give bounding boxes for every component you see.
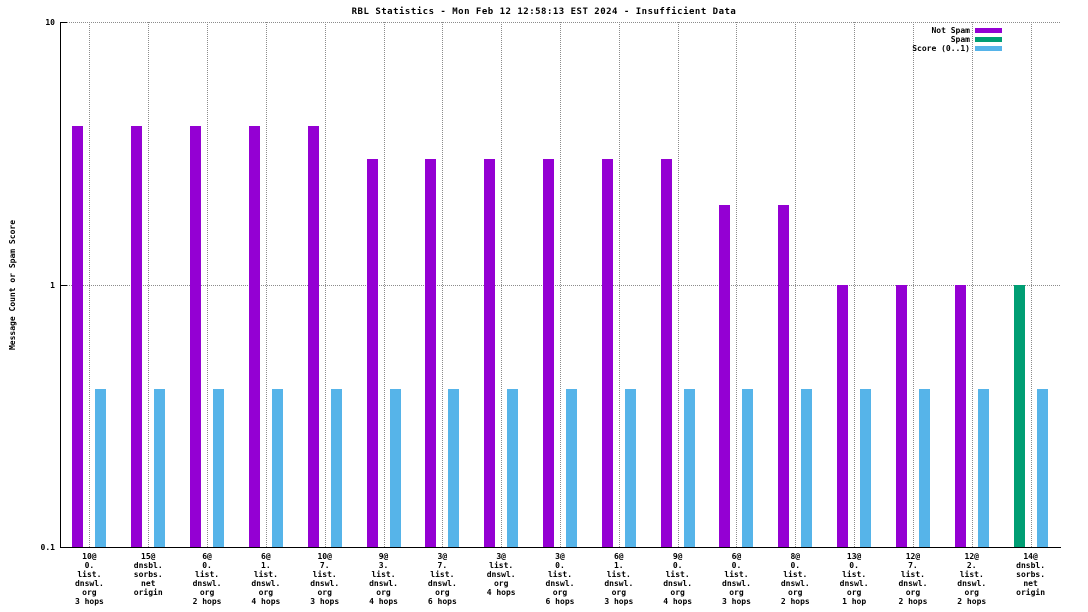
bar-not-spam [895,284,907,547]
bar-score [330,388,342,547]
x-axis-label: 3@ list. dnswl. org 4 hops [486,552,516,597]
x-axis-label: 10@ 0. list. dnswl. org 3 hops [74,552,104,606]
bar-not-spam [425,159,437,547]
x-axis-label: 6@ 1. list. dnswl. org 4 hops [251,552,281,606]
bar-score [389,388,401,547]
bar-not-spam [248,126,260,547]
bar-spam [1013,284,1025,547]
bar-score [566,388,577,547]
legend-swatch [975,37,1002,42]
bar-score [977,388,989,547]
y-tick-mark [61,284,67,286]
x-axis-label: 6@ 0. list. dnswl. org 2 hops [192,552,222,606]
bar-not-spam [719,205,731,547]
bar-score [271,388,283,547]
bar-score [448,388,460,547]
bar-not-spam [484,159,496,547]
bar-not-spam [131,126,143,547]
x-axis-line [60,547,1061,548]
y-tick-label: 10 [45,18,55,27]
bar-not-spam [837,284,849,547]
bar-score [1036,388,1048,547]
chart-title: RBL Statistics - Mon Feb 12 12:58:13 EST… [351,7,737,17]
bar-not-spam [601,159,613,547]
y-tick-label: 0.1 [40,543,55,552]
x-axis-label: 6@ 1. list. dnswl. org 3 hops [604,552,634,606]
legend-swatch [975,28,1002,33]
bar-score [624,388,636,547]
legend-row: Spam [912,35,1002,44]
y-tick-label: 1 [50,280,55,290]
bar-not-spam [190,126,202,547]
legend-label: Not Spam [931,26,970,35]
bar-score [918,388,930,547]
bar-not-spam [307,126,319,547]
x-axis-label: 14@ dnsbl. sorbs. net origin [1016,552,1046,597]
bar-score [154,388,166,547]
x-axis-label: 9@ 3. list. dnswl. org 4 hops [369,552,398,606]
x-axis-label: 15@ dnsbl. sorbs. net origin [133,552,163,597]
bar-score [742,388,754,547]
y-tick-mark [61,547,67,548]
y-gridline [60,22,1060,23]
legend-label: Score (0..1) [912,44,970,53]
legend: Not Spam Spam Score (0..1) [912,26,1002,53]
legend-row: Not Spam [912,26,1002,35]
bar-not-spam [778,205,790,547]
bar-score [801,388,813,547]
bar-score [683,388,695,547]
bar-not-spam [660,159,672,547]
bar-not-spam [366,159,378,547]
x-axis-label: 3@ 7. list. dnswl. org 6 hops [427,552,457,606]
x-axis-label: 9@ 0. list. dnswl. org 4 hops [663,552,693,606]
legend-row: Score (0..1) [912,44,1002,53]
legend-label: Spam [950,35,970,44]
x-axis-label: 8@ 0. list. dnswl. org 2 hops [780,552,810,606]
bar-not-spam [543,159,554,547]
bar-score [95,388,107,547]
bar-score [507,388,519,547]
legend-swatch [975,46,1002,51]
x-axis-label: 6@ 0. list. dnswl. org 3 hops [722,552,751,606]
x-axis-label: 10@ 7. list. dnswl. org 3 hops [310,552,340,606]
y-axis-line [60,22,61,547]
x-axis-label: 12@ 2. list. dnswl. org 2 hops [957,552,987,606]
y-tick-mark [61,22,67,23]
bar-score [213,388,225,547]
x-axis-label: 12@ 7. list. dnswl. org 2 hops [898,552,928,606]
bar-score [860,388,872,547]
x-axis-label: 13@ 0. list. dnswl. org 1 hop [839,552,869,606]
bar-not-spam [954,284,966,547]
y-gridline [60,284,1060,286]
bar-not-spam [72,126,84,547]
x-axis-label: 3@ 0. list. dnswl. org 6 hops [545,552,575,606]
